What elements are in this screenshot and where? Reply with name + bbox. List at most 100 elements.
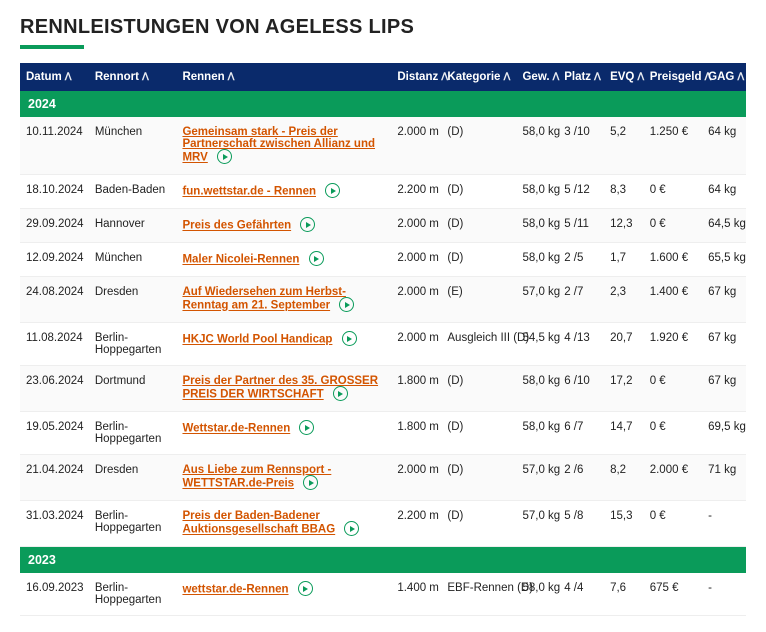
cell-evq: 17,2 (604, 366, 644, 412)
table-row: 23.06.2024DortmundPreis der Partner des … (20, 366, 746, 412)
cell-gew: 58,0 kg (516, 573, 558, 616)
cell-distanz: 1.400 m (391, 573, 441, 616)
cell-datum: 23.06.2024 (20, 366, 89, 412)
cell-preisgeld: 1.250 € (644, 117, 702, 175)
sort-icon: ᐱ (228, 72, 235, 83)
cell-platz: 2 /6 (558, 455, 604, 501)
table-row: 29.09.2024HannoverPreis des Gefährten 2.… (20, 209, 746, 243)
col-datum[interactable]: Datumᐱ (20, 63, 89, 91)
cell-evq: 12,3 (604, 209, 644, 243)
cell-datum: 19.05.2024 (20, 412, 89, 455)
cell-ort: München (89, 117, 177, 175)
cell-preisgeld: 0 € (644, 366, 702, 412)
cell-datum: 16.09.2023 (20, 573, 89, 616)
play-icon[interactable] (342, 331, 357, 346)
play-icon[interactable] (300, 217, 315, 232)
cell-distanz: 2.000 m (391, 455, 441, 501)
play-icon[interactable] (309, 251, 324, 266)
cell-platz: 5 /12 (558, 175, 604, 209)
play-icon[interactable] (325, 183, 340, 198)
cell-rennen: Preis der Partner des 35. GROSSER PREIS … (176, 366, 391, 412)
cell-gag: 64,5 kg (702, 209, 746, 243)
sort-icon: ᐱ (737, 72, 744, 83)
col-platz[interactable]: Platzᐱ (558, 63, 604, 91)
sort-icon: ᐱ (441, 72, 448, 83)
race-link[interactable]: Wettstar.de-Rennen (182, 423, 290, 435)
cell-gew: 58,0 kg (516, 412, 558, 455)
race-link[interactable]: HKJC World Pool Handicap (182, 334, 332, 346)
table-row: 18.10.2024Baden-Baden fun.wettstar.de - R… (20, 175, 746, 209)
cell-evq: 8,2 (604, 455, 644, 501)
cell-distanz: 2.000 m (391, 243, 441, 277)
cell-datum: 31.03.2024 (20, 501, 89, 547)
sort-icon: ᐱ (705, 72, 712, 83)
cell-ort: Dresden (89, 277, 177, 323)
cell-ort: Baden-Baden (89, 175, 177, 209)
cell-ort: Berlin-Hoppegarten (89, 412, 177, 455)
cell-distanz: 2.200 m (391, 175, 441, 209)
sort-icon: ᐱ (553, 72, 560, 83)
cell-gag: 64 kg (702, 175, 746, 209)
race-link[interactable]: Auf Wiedersehen zum Herbst-Renntag am 21… (182, 286, 345, 312)
race-link[interactable]: Preis der Partner des 35. GROSSER PREIS … (182, 375, 378, 401)
race-link[interactable]: wettstar.de-Rennen (182, 584, 288, 596)
cell-platz: 6 /7 (558, 412, 604, 455)
play-icon[interactable] (298, 581, 313, 596)
table-row: 31.03.2024Berlin-HoppegartenPreis der Ba… (20, 501, 746, 547)
cell-rennen: Wettstar.de-Rennen (176, 412, 391, 455)
cell-datum: 21.04.2024 (20, 455, 89, 501)
cell-evq: 1,7 (604, 243, 644, 277)
cell-gew: 58,0 kg (516, 366, 558, 412)
race-link[interactable]: Preis der Baden-Badener Auktionsgesellsc… (182, 510, 335, 536)
cell-ort: Dortmund (89, 366, 177, 412)
cell-kategorie: (D) (441, 455, 516, 501)
year-label: 2023 (20, 547, 746, 574)
play-icon[interactable] (299, 420, 314, 435)
cell-gew: 54,5 kg (516, 323, 558, 366)
table-header-row: Datumᐱ Rennortᐱ Rennenᐱ Distanzᐱ Kategor… (20, 63, 746, 91)
col-rennen[interactable]: Rennenᐱ (176, 63, 391, 91)
cell-distanz: 2.200 m (391, 501, 441, 547)
play-icon[interactable] (344, 521, 359, 536)
cell-kategorie: EBF-Rennen (D) (441, 573, 516, 616)
cell-distanz: 2.000 m (391, 277, 441, 323)
race-link[interactable]: Preis des Gefährten (182, 220, 291, 232)
play-icon[interactable] (217, 149, 232, 164)
cell-gag: - (702, 501, 746, 547)
cell-distanz: 2.000 m (391, 117, 441, 175)
cell-kategorie: (D) (441, 366, 516, 412)
cell-kategorie: (E) (441, 277, 516, 323)
cell-kategorie: (D) (441, 501, 516, 547)
play-icon[interactable] (333, 386, 348, 401)
col-rennort[interactable]: Rennortᐱ (89, 63, 177, 91)
cell-rennen: fun.wettstar.de - Rennen (176, 175, 391, 209)
cell-ort: München (89, 243, 177, 277)
race-link[interactable]: Maler Nicolei-Rennen (182, 254, 299, 266)
col-preisgeld[interactable]: Preisgeldᐱ (644, 63, 702, 91)
cell-evq: 7,6 (604, 573, 644, 616)
cell-ort: Berlin-Hoppegarten (89, 501, 177, 547)
cell-rennen: HKJC World Pool Handicap (176, 323, 391, 366)
cell-rennen: Preis des Gefährten (176, 209, 391, 243)
table-row: 10.11.2024MünchenGemeinsam stark - Preis… (20, 117, 746, 175)
col-distanz[interactable]: Distanzᐱ (391, 63, 441, 91)
col-gew[interactable]: Gew.ᐱ (516, 63, 558, 91)
cell-datum: 11.08.2024 (20, 323, 89, 366)
cell-gew: 57,0 kg (516, 455, 558, 501)
play-icon[interactable] (303, 475, 318, 490)
table-row: 19.05.2024Berlin-Hoppegarten Wettstar.de-… (20, 412, 746, 455)
sort-icon: ᐱ (594, 72, 601, 83)
year-label: 2024 (20, 91, 746, 117)
table-row: 16.09.2023Berlin-Hoppegartenwettstar.de-… (20, 573, 746, 616)
cell-kategorie: Ausgleich III (D) (441, 323, 516, 366)
cell-gag: 69,5 kg (702, 412, 746, 455)
race-link[interactable]: Gemeinsam stark - Preis der Partnerschaf… (182, 126, 375, 164)
play-icon[interactable] (339, 297, 354, 312)
col-kategorie[interactable]: Kategorieᐱ (441, 63, 516, 91)
title-underline (20, 45, 84, 49)
cell-rennen: Auf Wiedersehen zum Herbst-Renntag am 21… (176, 277, 391, 323)
col-evq[interactable]: EVQᐱ (604, 63, 644, 91)
cell-datum: 18.10.2024 (20, 175, 89, 209)
race-link[interactable]: fun.wettstar.de - Rennen (182, 186, 316, 198)
cell-kategorie: (D) (441, 117, 516, 175)
